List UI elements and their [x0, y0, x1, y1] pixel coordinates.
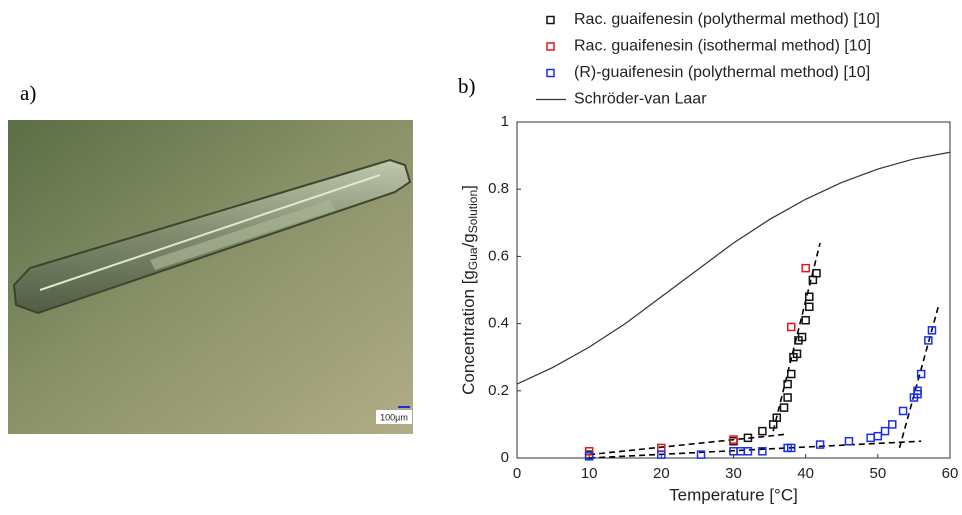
y-tick-label: 1	[501, 113, 509, 130]
point	[805, 292, 814, 301]
point	[888, 420, 897, 429]
point	[779, 403, 789, 412]
plot-frame	[516, 121, 951, 459]
point	[786, 369, 796, 379]
crystal-edge	[39, 174, 381, 291]
point	[743, 447, 753, 456]
legend-swatch	[546, 15, 555, 25]
x-tick-label: 10	[581, 465, 598, 482]
x-tick-label: 20	[653, 465, 670, 482]
point	[815, 440, 825, 449]
legend-swatch	[546, 68, 555, 78]
plot-area	[516, 151, 951, 461]
point	[873, 431, 883, 441]
point	[768, 420, 778, 429]
scale-bar-label: 100µm	[380, 412, 408, 422]
point	[913, 386, 922, 396]
point	[758, 426, 767, 436]
fit-line	[589, 440, 922, 459]
y-axis-label-part: Solution	[466, 190, 480, 233]
point	[758, 447, 767, 456]
line	[516, 151, 951, 385]
x-tick-label: 40	[797, 465, 814, 482]
crystal-inclusion	[150, 200, 335, 270]
x-axis-label: Temperature [°C]	[669, 485, 798, 504]
point	[729, 435, 738, 444]
point	[880, 426, 890, 436]
legend-label: Schröder-van Laar	[574, 91, 707, 108]
micrograph: 100µm	[8, 120, 413, 434]
panel-label: a)	[20, 81, 36, 105]
y-axis-label-part: /g	[459, 233, 478, 247]
point	[696, 450, 706, 459]
point	[657, 450, 666, 459]
point	[797, 332, 807, 342]
point	[866, 433, 875, 443]
point	[801, 315, 810, 325]
point	[916, 369, 926, 379]
y-axis-label-part: Concentration [g	[459, 270, 478, 395]
point	[584, 447, 594, 456]
point	[844, 436, 854, 446]
point	[812, 268, 821, 278]
y-tick-label: 0.8	[488, 180, 509, 197]
y-axis-label: Concentration [gGua/gSolution]	[459, 185, 479, 395]
legend-label: Rac. guaifenesin (polythermal method) [1…	[574, 11, 880, 28]
x-tick-label: 60	[942, 465, 959, 482]
point	[924, 336, 933, 345]
point	[786, 443, 796, 453]
y-axis-label-part: ]	[459, 185, 478, 190]
y-tick-label: 0	[501, 449, 509, 466]
point	[898, 406, 908, 416]
point	[772, 413, 782, 422]
y-tick-label: 0.6	[488, 247, 509, 264]
fit-line	[589, 433, 785, 456]
panel-label: b)	[458, 74, 476, 98]
point	[584, 452, 594, 461]
fit-line	[898, 303, 940, 449]
point	[736, 447, 745, 456]
point	[801, 263, 810, 273]
point	[783, 393, 792, 402]
point	[792, 349, 802, 359]
point	[927, 326, 937, 335]
legend-label: (R)-guaifenesin (polythermal method) [10…	[574, 64, 870, 81]
x-tick-label: 0	[513, 465, 521, 482]
legend-swatch	[546, 42, 555, 51]
scale-bar-box	[376, 410, 412, 424]
point	[786, 322, 796, 332]
point	[743, 433, 753, 443]
x-tick-label: 50	[869, 465, 886, 482]
y-tick-label: 0.2	[488, 382, 509, 399]
y-axis-label-part: Gua	[466, 247, 480, 270]
y-tick-label: 0.4	[488, 315, 509, 332]
point	[783, 379, 792, 389]
x-tick-label: 30	[725, 465, 742, 482]
legend-label: Rac. guaifenesin (isothermal method) [10…	[574, 38, 871, 55]
point	[805, 302, 814, 312]
